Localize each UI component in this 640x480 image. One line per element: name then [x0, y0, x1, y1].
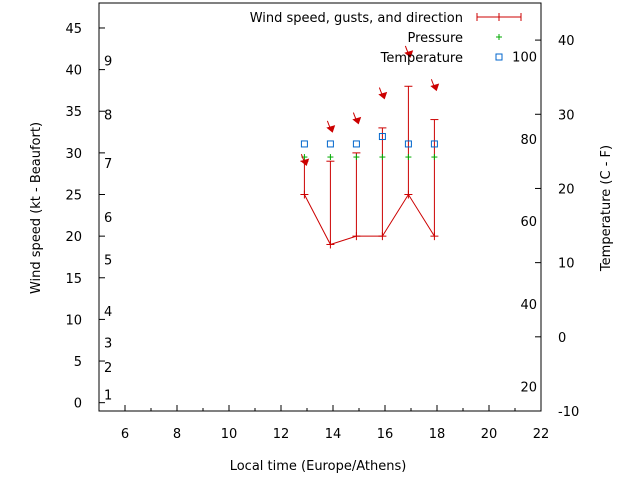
direction-arrow-head: [430, 83, 440, 92]
x-tick-label: 14: [325, 427, 342, 442]
y-axis-label: Wind speed (kt - Beaufort): [29, 122, 44, 294]
y-tick-label: 20: [65, 230, 82, 245]
beaufort-label: 7: [104, 157, 112, 172]
x-tick-label: 20: [481, 427, 498, 442]
legend: Wind speed, gusts, and direction Pressure…: [250, 11, 522, 66]
legend-label: Wind speed, gusts, and direction: [250, 11, 463, 26]
beaufort-label: 4: [104, 305, 112, 320]
x-tick-label: 12: [273, 427, 290, 442]
direction-arrow-head: [404, 50, 414, 58]
beaufort-label: 8: [104, 109, 112, 124]
beaufort-label: 1: [104, 388, 112, 403]
y-tick-label: 30: [65, 147, 82, 162]
temperature-point: [378, 133, 386, 141]
y-tick-label: 35: [65, 105, 82, 120]
y-tick-label: 15: [65, 272, 82, 287]
y2-tick-label: -10: [558, 405, 579, 420]
y2-axis-label: Temperature (C - F): [599, 145, 614, 272]
direction-arrow-head: [300, 158, 310, 167]
x-tick-label: 10: [221, 427, 238, 442]
legend-label: Pressure: [407, 31, 463, 46]
x-tick-label: 18: [429, 427, 446, 442]
direction-arrow-head: [326, 125, 336, 133]
direction-arrow-head: [352, 116, 362, 125]
tick-labels: 6 8 10 12 14 16 18 20 22051015202530354045123456…: [65, 22, 579, 442]
y2-tick-label: 30: [558, 108, 575, 123]
beaufort-label: 6: [104, 211, 112, 226]
x-tick-label: 8: [173, 427, 181, 442]
x-tick-label: 22: [533, 427, 550, 442]
direction-arrow-head: [378, 91, 388, 100]
fahrenheit-label: 40: [520, 298, 537, 313]
y2-tick-label: 40: [558, 34, 575, 49]
y-tick-label: 25: [65, 189, 82, 204]
x-tick-label: 6: [121, 427, 129, 442]
y-tick-label: 40: [65, 64, 82, 79]
y2-tick-label: 20: [558, 182, 575, 197]
y-tick-label: 45: [65, 22, 82, 37]
temperature-point: [300, 140, 308, 148]
beaufort-label: 5: [104, 253, 112, 268]
y2-tick-label: 10: [558, 257, 575, 272]
legend-temperature-marker: [495, 53, 503, 61]
fahrenheit-label: 80: [520, 133, 537, 148]
temperature-point: [404, 140, 412, 148]
x-axis-label: Local time (Europe/Athens): [230, 459, 407, 474]
fahrenheit-label: 100: [512, 50, 537, 65]
plot-frame: [98, 2, 542, 412]
temperature-point: [326, 140, 334, 148]
temperature-point: [430, 140, 438, 148]
axis-ticks: [98, 27, 542, 412]
y2-tick-label: 0: [558, 331, 566, 346]
temperature-point: [352, 140, 360, 148]
plot-series: [300, 45, 440, 249]
legend-label: Temperature: [380, 51, 463, 66]
y-tick-label: 5: [74, 355, 82, 370]
fahrenheit-label: 20: [520, 381, 537, 396]
x-tick-label: 16: [377, 427, 394, 442]
beaufort-label: 2: [104, 361, 112, 376]
beaufort-label: 3: [104, 337, 112, 352]
fahrenheit-label: 60: [520, 215, 537, 230]
beaufort-label: 9: [104, 54, 112, 69]
y-tick-label: 0: [74, 397, 82, 412]
wind-speed-line: [303, 193, 435, 246]
y-tick-label: 10: [65, 313, 82, 328]
